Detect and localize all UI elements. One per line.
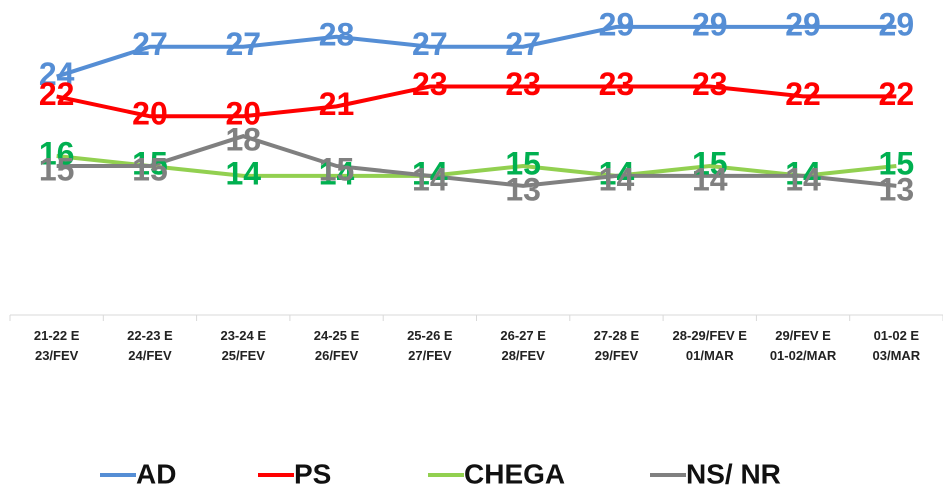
x-tick-label-line: 25-26 E (407, 328, 453, 343)
data-label: 29 (692, 6, 728, 42)
data-label: 23 (599, 66, 635, 102)
data-label: 14 (785, 161, 821, 197)
x-tick-label: 24-25 E 26/FEV (314, 328, 360, 363)
data-label: 15 (879, 145, 915, 181)
data-label: 15 (39, 151, 75, 187)
x-tick-label-line: 25/FEV (222, 348, 266, 363)
data-label: 27 (225, 26, 261, 62)
legend-label: PS (294, 458, 331, 489)
data-label: 21 (319, 86, 355, 122)
data-label: 14 (412, 161, 448, 197)
x-tick-label-line: 24/FEV (128, 348, 172, 363)
data-label: 14 (785, 155, 821, 191)
x-tick-label: 26-27 E 28/FEV (500, 328, 546, 363)
data-label: 27 (132, 26, 168, 62)
x-tick-label-line: 24-25 E (314, 328, 360, 343)
data-label: 29 (879, 6, 915, 42)
x-tick-label-line: 27-28 E (594, 328, 640, 343)
series-line (56, 24, 897, 79)
x-tick-label: 23-24 E 25/FEV (220, 328, 266, 363)
data-label: 28 (319, 16, 355, 52)
legend-label: NS/ NR (686, 458, 781, 489)
data-label: 13 (505, 171, 541, 207)
series-line (56, 84, 897, 119)
data-label: 16 (39, 135, 75, 171)
x-tick-label-line: 26/FEV (315, 348, 359, 363)
x-tick-label-line: 01-02 E (874, 328, 920, 343)
x-tick-label-line: 01/MAR (686, 348, 734, 363)
data-label: 27 (505, 26, 541, 62)
x-tick-label: 29/FEV E 01-02/MAR (770, 328, 837, 363)
data-label: 14 (412, 155, 448, 191)
x-tick-label-line: 23/FEV (35, 348, 79, 363)
data-label: 22 (39, 76, 75, 112)
data-label: 20 (132, 96, 168, 132)
data-label: 29 (785, 6, 821, 42)
data-label: 27 (412, 26, 448, 62)
data-label: 23 (692, 66, 728, 102)
data-label: 14 (599, 161, 635, 197)
data-label: 15 (132, 145, 168, 181)
x-tick-label: 21-22 E 23/FEV (34, 328, 80, 363)
data-label: 14 (692, 161, 728, 197)
x-tick-label-line: 27/FEV (408, 348, 452, 363)
x-tick-label: 28-29/FEV E 01/MAR (673, 328, 748, 363)
data-label: 18 (225, 122, 261, 158)
x-tick-label: 25-26 E 27/FEV (407, 328, 453, 363)
data-label: 23 (505, 66, 541, 102)
data-label: 14 (599, 155, 635, 191)
legend-label: AD (136, 458, 176, 489)
series-line (56, 134, 897, 188)
data-label: 14 (319, 155, 355, 191)
data-label: 15 (505, 145, 541, 181)
legend-label: CHEGA (464, 458, 565, 489)
x-tick-label-line: 29/FEV E (775, 328, 831, 343)
x-tick-label: 22-23 E 24/FEV (127, 328, 173, 363)
x-tick-label-line: 03/MAR (873, 348, 921, 363)
data-label: 15 (132, 151, 168, 187)
data-label: 22 (785, 76, 821, 112)
x-tick-label: 27-28 E 29/FEV (594, 328, 640, 363)
x-tick-label-line: 29/FEV (595, 348, 639, 363)
x-tick-label-line: 26-27 E (500, 328, 546, 343)
data-label: 24 (39, 56, 75, 92)
data-label: 13 (879, 171, 915, 207)
data-label: 29 (599, 6, 635, 42)
x-tick-label-line: 23-24 E (220, 328, 266, 343)
data-label: 15 (692, 145, 728, 181)
series-line (56, 154, 897, 178)
data-label: 14 (225, 155, 261, 191)
x-tick-label-line: 28-29/FEV E (673, 328, 748, 343)
data-label: 15 (319, 151, 355, 187)
x-tick-label-line: 01-02/MAR (770, 348, 837, 363)
x-tick-label-line: 22-23 E (127, 328, 173, 343)
x-tick-label-line: 28/FEV (501, 348, 545, 363)
data-label: 23 (412, 66, 448, 102)
data-label: 20 (225, 96, 261, 132)
x-tick-label-line: 21-22 E (34, 328, 80, 343)
x-tick-label: 01-02 E 03/MAR (873, 328, 921, 363)
data-label: 22 (879, 76, 915, 112)
